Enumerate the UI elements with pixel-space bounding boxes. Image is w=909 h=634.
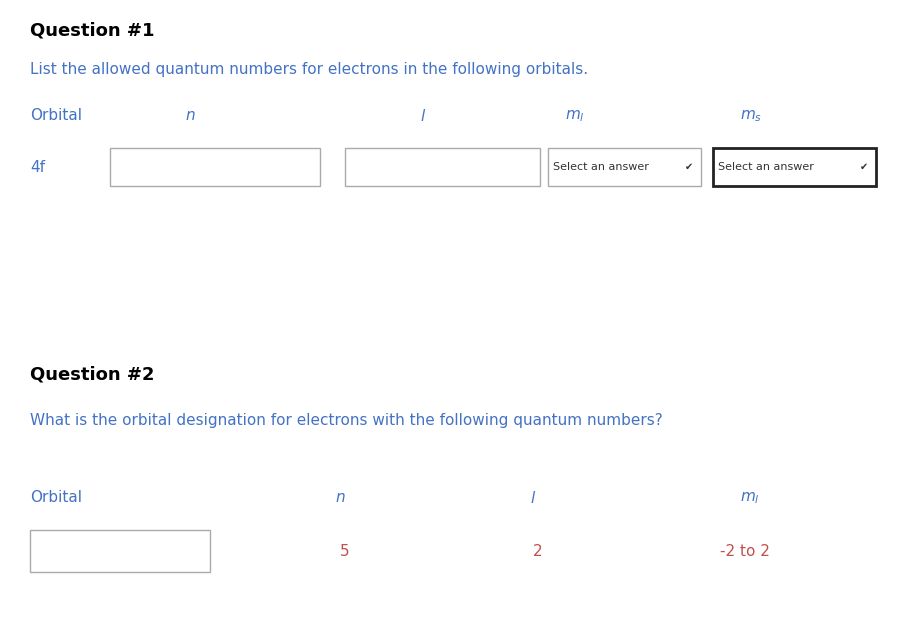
FancyBboxPatch shape xyxy=(548,148,701,186)
Text: 5: 5 xyxy=(340,543,350,559)
Text: $m_l$: $m_l$ xyxy=(740,490,760,506)
Text: List the allowed quantum numbers for electrons in the following orbitals.: List the allowed quantum numbers for ele… xyxy=(30,62,588,77)
Text: ✔: ✔ xyxy=(860,162,868,172)
Text: $n$: $n$ xyxy=(335,490,345,505)
Text: ✔: ✔ xyxy=(684,162,693,172)
Text: Select an answer: Select an answer xyxy=(718,162,814,172)
Text: $m_s$: $m_s$ xyxy=(740,108,762,124)
FancyBboxPatch shape xyxy=(30,530,210,572)
Text: Select an answer: Select an answer xyxy=(553,162,649,172)
Text: 4f: 4f xyxy=(30,160,45,174)
FancyBboxPatch shape xyxy=(345,148,540,186)
FancyBboxPatch shape xyxy=(713,148,876,186)
Text: -2 to 2: -2 to 2 xyxy=(720,543,770,559)
Text: Orbital: Orbital xyxy=(30,108,82,123)
Text: Orbital: Orbital xyxy=(30,490,82,505)
Text: $l$: $l$ xyxy=(420,108,426,124)
Text: $n$: $n$ xyxy=(185,108,195,123)
Text: Question #2: Question #2 xyxy=(30,365,155,383)
Text: $m_l$: $m_l$ xyxy=(565,108,584,124)
Text: Question #1: Question #1 xyxy=(30,22,155,40)
FancyBboxPatch shape xyxy=(110,148,320,186)
Text: $l$: $l$ xyxy=(530,490,536,506)
Text: 2: 2 xyxy=(533,543,543,559)
Text: What is the orbital designation for electrons with the following quantum numbers: What is the orbital designation for elec… xyxy=(30,413,663,428)
